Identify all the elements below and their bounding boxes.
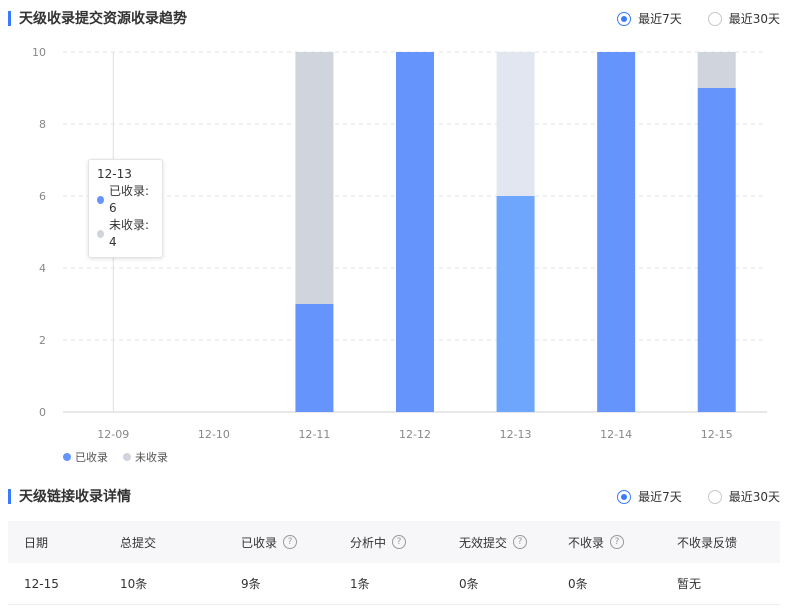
y-tick-label: 10 — [32, 46, 46, 59]
tooltip-row-not-included: 未收录: 4 — [97, 217, 154, 251]
trend-stacked-bar-chart: 0 2 4 6 8 10 12-09 12-10 12-11 12-12 12-13 12-14 12-… — [32, 46, 767, 464]
detail-range-7days-radio[interactable]: 最近7天 — [617, 488, 682, 505]
cell-feedback: 暂无 — [677, 577, 702, 591]
x-tick-label: 12-14 — [600, 428, 632, 441]
table-row: 12-15 10条 9条 1条 0条 0条 暂无 — [8, 563, 780, 605]
tooltip-title: 12-13 — [97, 167, 132, 181]
trend-range-radio-group: 最近7天 最近30天 — [591, 10, 780, 27]
column-header-label: 无效提交 — [459, 535, 508, 550]
column-header-included: 已收录 ? — [241, 534, 298, 551]
y-tick-label: 2 — [39, 334, 46, 347]
detail-section-title: 天级链接收录详情 — [8, 486, 131, 506]
x-tick-label: 12-11 — [298, 428, 330, 441]
column-header-label: 不收录 — [568, 535, 605, 550]
radio-unchecked-icon — [707, 11, 722, 26]
trend-range-7days-radio[interactable]: 最近7天 — [617, 10, 682, 27]
radio-label: 最近7天 — [638, 12, 682, 26]
bar-included — [496, 196, 535, 412]
detail-title: 天级链接收录详情 — [19, 489, 131, 505]
bar-included — [295, 304, 334, 412]
column-header-feedback: 不收录反馈 — [677, 534, 737, 551]
trend-section-header: 天级收录提交资源收录趋势 最近7天 最近30天 — [8, 6, 792, 30]
chart-tooltip: 12-13 已收录: 6 未收录: 4 — [88, 159, 163, 258]
tooltip-row-label: 未收录: 4 — [108, 218, 150, 249]
x-tick-label: 12-10 — [198, 428, 230, 441]
bar-included — [396, 52, 434, 412]
legend-not-included-dot-icon — [123, 453, 131, 461]
column-header-label: 总提交 — [120, 535, 157, 550]
column-header-label: 分析中 — [350, 535, 387, 550]
cell-invalid: 0条 — [459, 577, 479, 591]
title-accent-bar — [8, 10, 11, 26]
y-tick-label: 0 — [39, 406, 46, 419]
cell-date: 12-15 — [24, 576, 59, 591]
column-header-date: 日期 — [24, 534, 48, 551]
y-tick-label: 4 — [39, 262, 46, 275]
not-included-dot-icon — [97, 230, 104, 238]
detail-range-radio-group: 最近7天 最近30天 — [591, 488, 780, 505]
column-header-label: 已收录 — [241, 535, 278, 550]
tooltip-row-label: 已收录: 6 — [108, 184, 150, 215]
column-header-label: 日期 — [24, 535, 49, 550]
y-tick-label: 6 — [39, 190, 46, 203]
column-header-invalid: 无效提交 ? — [459, 534, 528, 551]
radio-label: 最近30天 — [728, 12, 780, 26]
legend-label: 未收录 — [135, 450, 168, 464]
column-header-label: 不收录反馈 — [677, 535, 738, 550]
included-dot-icon — [97, 196, 104, 204]
legend-included-dot-icon — [63, 453, 71, 461]
bar-included — [597, 52, 636, 412]
cell-analyzing: 1条 — [350, 577, 370, 591]
detail-range-30days-radio[interactable]: 最近30天 — [707, 488, 780, 505]
question-icon[interactable]: ? — [392, 535, 407, 549]
column-header-total: 总提交 — [120, 534, 156, 551]
column-header-analyzing: 分析中 ? — [350, 534, 407, 551]
x-tick-label: 12-13 — [500, 428, 532, 441]
cell-not-included: 0条 — [568, 577, 588, 591]
detail-section-header: 天级链接收录详情 最近7天 最近30天 — [8, 484, 792, 508]
question-icon[interactable]: ? — [610, 535, 625, 549]
detail-table: 日期 总提交 已收录 ? 分析中 ? 无效提交 ? 不收录 ? 不收录反馈 12… — [8, 521, 780, 605]
tooltip-row-included: 已收录: 6 — [97, 183, 154, 217]
trend-title: 天级收录提交资源收录趋势 — [19, 11, 187, 27]
y-tick-label: 8 — [39, 118, 46, 131]
bar-not-included — [697, 52, 736, 88]
question-icon[interactable]: ? — [513, 535, 528, 549]
trend-section-title: 天级收录提交资源收录趋势 — [8, 8, 187, 28]
title-accent-bar — [8, 488, 11, 504]
radio-label: 最近30天 — [728, 490, 780, 504]
x-tick-label: 12-09 — [97, 428, 129, 441]
cell-total: 10条 — [120, 577, 148, 591]
x-tick-label: 12-15 — [701, 428, 733, 441]
radio-unchecked-icon — [707, 489, 722, 504]
legend-label: 已收录 — [75, 450, 108, 464]
trend-range-30days-radio[interactable]: 最近30天 — [707, 10, 780, 27]
bar-not-included — [496, 52, 535, 196]
radio-label: 最近7天 — [638, 490, 682, 504]
cell-included: 9条 — [241, 577, 261, 591]
question-icon[interactable]: ? — [283, 535, 298, 549]
bar-included — [697, 88, 736, 412]
column-header-not-included: 不收录 ? — [568, 534, 625, 551]
bar-not-included — [295, 52, 334, 304]
radio-checked-icon — [617, 489, 632, 504]
x-tick-label: 12-12 — [399, 428, 431, 441]
radio-checked-icon — [617, 11, 632, 26]
table-header-row: 日期 总提交 已收录 ? 分析中 ? 无效提交 ? 不收录 ? 不收录反馈 — [8, 521, 780, 563]
